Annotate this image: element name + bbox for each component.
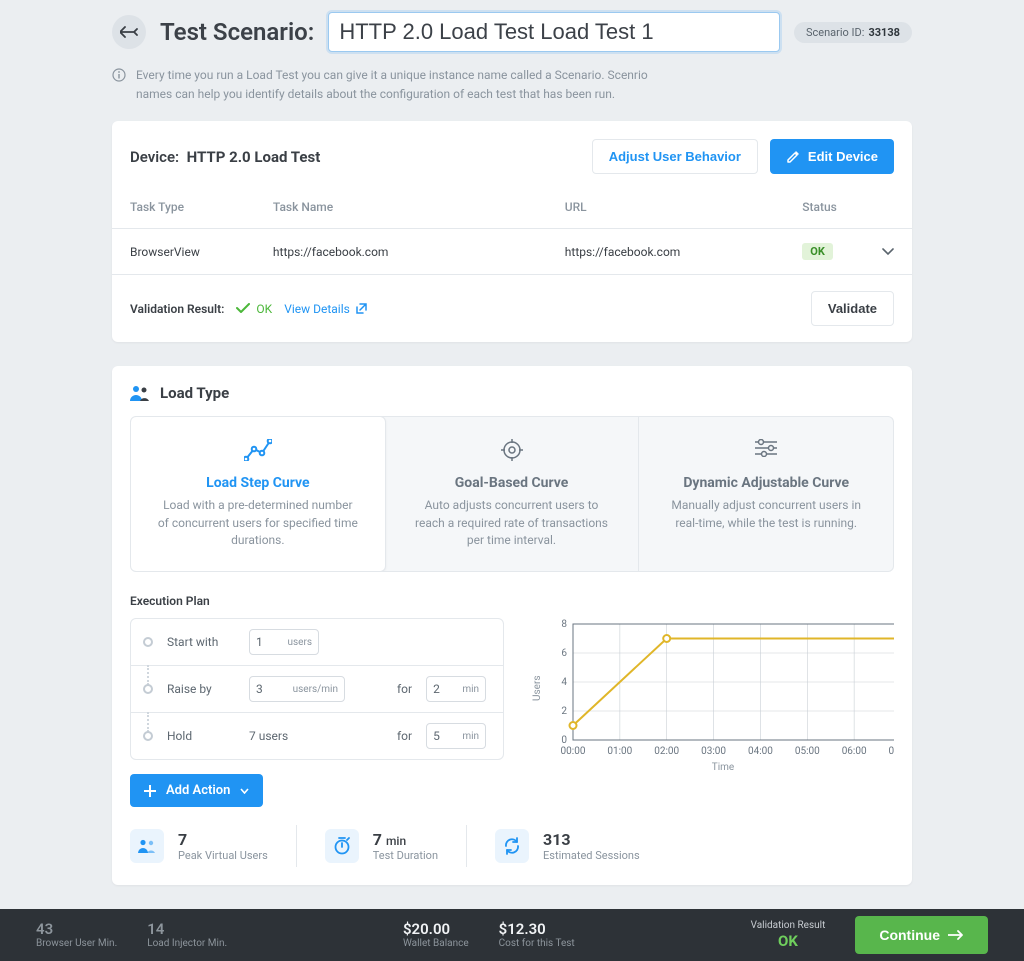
pencil-icon [786,150,800,164]
validation-ok: OK [236,302,272,316]
svg-text:04:00: 04:00 [748,746,773,757]
load-type-card: Load Type Load Step Curve Load with a pr… [112,366,912,885]
add-action-button[interactable]: Add Action [130,774,263,807]
stat-peak-users: 7Peak Virtual Users [130,825,297,867]
load-type-title: Load Type [130,384,894,402]
refresh-icon [495,829,529,863]
step-dot-icon [143,684,153,694]
svg-text:05:00: 05:00 [795,746,820,757]
validate-button[interactable]: Validate [811,291,894,326]
step-dot-icon [143,731,153,741]
continue-button[interactable]: Continue [855,916,988,954]
option-dynamic-adjustable-curve[interactable]: Dynamic Adjustable Curve Manually adjust… [639,417,893,571]
footer-browser-user-min: 43Browser User Min. [36,920,117,950]
scenario-name-input[interactable] [328,12,780,52]
execution-steps: Start with 1users Raise by 3users/min fo… [130,618,504,760]
stopwatch-icon [325,829,359,863]
col-task-type: Task Type [112,186,255,229]
svg-text:4: 4 [561,677,567,688]
step-start: Start with 1users [131,619,503,666]
step-curve-icon [157,439,359,465]
svg-text:01:00: 01:00 [607,746,632,757]
load-type-options: Load Step Curve Load with a pre-determin… [130,416,894,572]
status-badge: OK [802,243,833,260]
col-url: URL [547,186,784,229]
svg-text:03:00: 03:00 [701,746,726,757]
users-icon [130,385,150,401]
step-hold: Hold 7 users for 5min [131,713,503,759]
svg-text:6: 6 [561,648,567,659]
edit-device-button[interactable]: Edit Device [770,139,894,174]
svg-text:00:00: 00:00 [561,746,586,757]
option-goal-based-curve[interactable]: Goal-Based Curve Auto adjusts concurrent… [385,417,640,571]
footer-load-injector-min: 14Load Injector Min. [147,920,227,950]
adjust-user-behavior-button[interactable]: Adjust User Behavior [592,139,758,174]
view-details-link[interactable]: View Details [284,302,367,316]
chart-x-axis-label: Time [552,762,894,773]
scenario-id-badge: Scenario ID: 33138 [794,22,912,43]
device-heading: Device: HTTP 2.0 Load Test [130,148,320,166]
chart-y-axis-label: Users [528,618,547,758]
footer-cost: $12.30Cost for this Test [499,920,575,950]
footer-wallet-balance: $20.00Wallet Balance [403,920,469,950]
svg-text:2: 2 [561,706,567,717]
arrow-right-icon [948,930,964,940]
footer-validation-result: Validation ResultOK [751,920,826,950]
hold-for-input[interactable]: 5min [426,723,486,749]
sliders-icon [665,439,867,465]
users-icon [130,829,164,863]
stat-estimated-sessions: 313Estimated Sessions [467,825,668,867]
stat-test-duration: 7 minTest Duration [297,825,467,867]
start-users-input[interactable]: 1users [249,629,319,655]
load-curve-chart: 0 2 4 6 8 00:00 01:00 02:00 03:00 04:00 05:00 06:00… [547,618,894,758]
chevron-down-icon [240,788,249,794]
svg-text:0: 0 [561,735,567,746]
table-row[interactable]: BrowserView https://facebook.com https:/… [112,229,912,275]
validation-result-label: Validation Result: [130,302,224,316]
back-arrow-icon [120,25,138,39]
step-raise: Raise by 3users/min for 2min [131,666,503,713]
tasks-table: Task Type Task Name URL Status BrowserVi… [112,186,912,275]
scenario-title-label: Test Scenario: [160,18,314,46]
svg-text:02:00: 02:00 [654,746,679,757]
svg-text:8: 8 [561,619,567,630]
raise-for-input[interactable]: 2min [426,676,486,702]
plus-icon [144,785,156,797]
device-card: Device: HTTP 2.0 Load Test Adjust User B… [112,121,912,342]
footer-bar: 43Browser User Min. 14Load Injector Min.… [0,909,1024,961]
execution-plan-label: Execution Plan [130,594,894,608]
col-task-name: Task Name [255,186,547,229]
expand-row-icon[interactable] [864,229,912,275]
svg-text:07:00: 07:00 [889,746,894,757]
col-status: Status [784,186,864,229]
raise-users-input[interactable]: 3users/min [249,676,345,702]
info-text: Every time you run a Load Test you can g… [136,66,676,103]
info-icon [112,68,126,82]
check-icon [236,303,250,314]
option-load-step-curve[interactable]: Load Step Curve Load with a pre-determin… [130,416,386,572]
back-button[interactable] [112,15,146,49]
external-link-icon [356,303,367,314]
svg-text:06:00: 06:00 [842,746,867,757]
target-icon [411,439,613,465]
step-dot-icon [143,637,153,647]
